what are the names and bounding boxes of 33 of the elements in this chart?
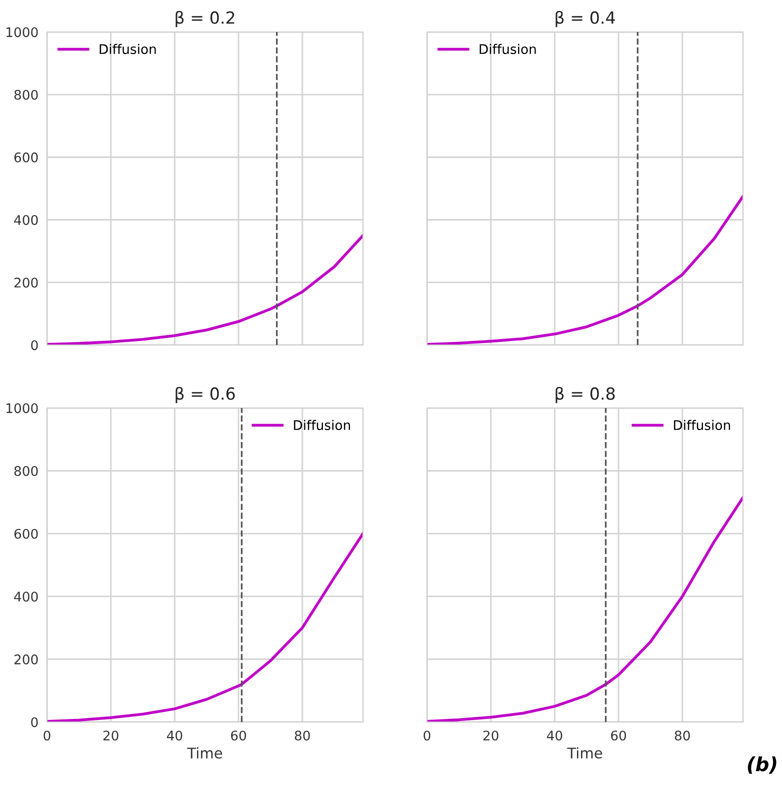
y-tick-label: 600 — [14, 152, 38, 162]
text: (b) — [748, 756, 776, 774]
x-tick-label: 80 — [674, 730, 690, 741]
legend-label: Diffusion — [480, 44, 536, 54]
x-axis-title: Time — [567, 747, 602, 759]
x-tick-label: 60 — [611, 730, 626, 741]
y-tick-label: 800 — [14, 90, 38, 100]
y-tick-label: 400 — [14, 215, 38, 225]
y-tick-label: 1000 — [6, 403, 38, 414]
y-tick-label: 200 — [14, 654, 38, 664]
x-axis-title: Time — [187, 747, 222, 759]
chart-title: β = 0.4 — [556, 10, 615, 28]
y-tick-label: 1000 — [6, 27, 38, 38]
x-tick-label: 0 — [44, 730, 50, 741]
y-tick-label: 600 — [14, 528, 38, 539]
legend-label: Diffusion — [100, 44, 156, 54]
x-tick-label: 60 — [231, 730, 246, 741]
legend-label: Diffusion — [294, 420, 350, 430]
x-tick-label: 40 — [546, 730, 562, 741]
y-tick-label: 400 — [14, 592, 38, 602]
y-tick-label: 0 — [31, 340, 38, 350]
x-tick-label: 40 — [166, 730, 182, 741]
x-tick-label: 20 — [103, 730, 118, 741]
chart-title: β = 0.8 — [556, 386, 615, 404]
chart-title: β = 0.2 — [176, 10, 234, 28]
x-tick-label: 80 — [294, 730, 310, 741]
y-tick-label: 800 — [14, 466, 38, 476]
y-tick-label: 200 — [14, 278, 38, 288]
x-tick-label: 0 — [424, 730, 430, 741]
chart-title: β = 0.6 — [176, 386, 235, 404]
y-tick-label: 0 — [31, 717, 38, 728]
x-tick-label: 20 — [483, 730, 498, 741]
legend-label: Diffusion — [674, 420, 730, 430]
